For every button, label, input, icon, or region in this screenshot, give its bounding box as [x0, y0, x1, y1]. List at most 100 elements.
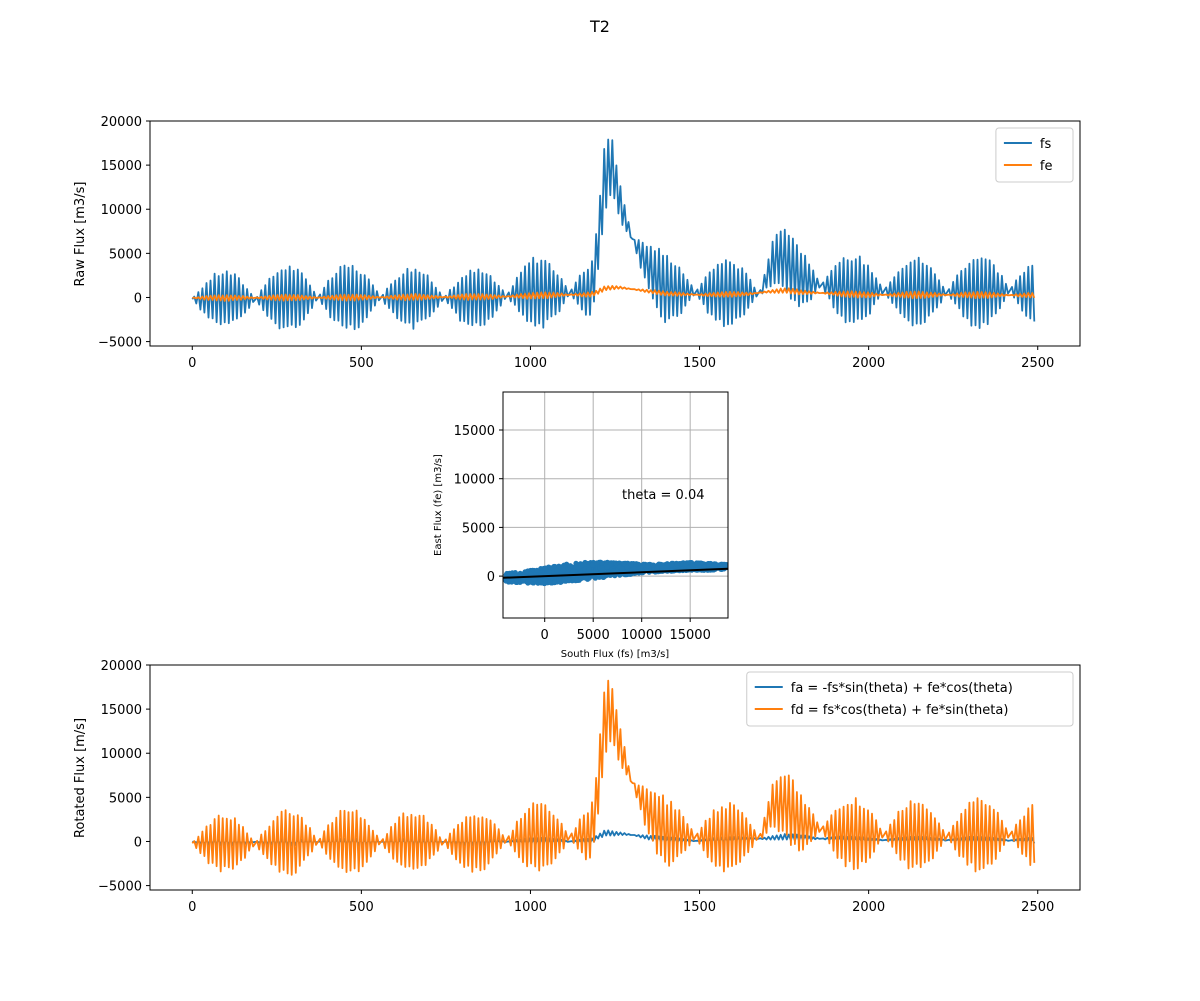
scatter-xtick-label: 5000 — [577, 628, 610, 643]
rotated-flux-xtick-label: 1000 — [514, 900, 547, 915]
raw-flux-legend-label-1: fe — [1040, 159, 1053, 174]
scatter-point — [560, 567, 567, 574]
rotated-flux-ytick-label: 0 — [134, 835, 142, 850]
scatter-point — [586, 567, 592, 573]
raw-flux-ytick-label: 0 — [134, 291, 142, 306]
rotated-flux-legend-label-1: fd = fs*cos(theta) + fe*sin(theta) — [791, 703, 1009, 718]
scatter-point — [599, 560, 605, 566]
rotated-flux-series-layer — [191, 679, 1036, 876]
rotated-flux-legend: fa = -fs*sin(theta) + fe*cos(theta) fd = … — [746, 671, 1074, 727]
scatter-point — [659, 565, 665, 571]
scatter-ytick-label: 5000 — [462, 521, 495, 536]
scatter-point — [570, 568, 577, 574]
scatter-point — [619, 566, 625, 572]
scatter-point — [589, 562, 596, 568]
rotated-flux-series-1 — [191, 679, 1036, 876]
scatter-xlabel: South Flux (fs) [m3/s] — [561, 649, 670, 660]
scatter-point — [575, 564, 582, 571]
scatter-xtick-label: 15000 — [669, 628, 710, 643]
scatter-point — [610, 568, 617, 574]
rotated-flux-legend-box — [746, 671, 1074, 727]
raw-flux-xtick-label: 1500 — [683, 356, 716, 371]
raw-flux-legend-label-0: fs — [1040, 137, 1052, 152]
scatter-xtick-label: 0 — [541, 628, 549, 643]
scatter-point — [594, 560, 600, 566]
raw-flux-xtick-label: 500 — [349, 356, 374, 371]
scatter-point — [706, 561, 712, 567]
scatter-point — [517, 570, 523, 576]
scatter-point — [531, 576, 537, 582]
scatter-point — [507, 570, 513, 576]
rotated-flux-ytick-label: 10000 — [101, 747, 142, 762]
raw-flux-xtick-label: 2500 — [1021, 356, 1054, 371]
scatter-point — [628, 562, 634, 568]
rotated-flux-legend-label-0: fa = -fs*sin(theta) + fe*cos(theta) — [791, 681, 1013, 696]
scatter-point — [542, 565, 548, 571]
raw-flux-axes-frame — [149, 120, 1081, 347]
scatter-point — [574, 577, 580, 583]
scatter-panel: 0 5000 10000 15000 0 5000 10000 15000 South Flu… — [433, 391, 729, 660]
rotated-flux-ylabel: Rotated Flux [m/s] — [73, 718, 88, 838]
scatter-point — [624, 564, 630, 570]
scatter-point — [554, 568, 560, 574]
raw-flux-ylabel: Raw Flux [m3/s] — [73, 182, 88, 287]
scatter-point — [689, 563, 696, 569]
scatter-point — [683, 561, 689, 567]
scatter-point — [717, 563, 724, 569]
rotated-flux-ytick-label: −5000 — [98, 880, 142, 895]
scatter-point — [723, 563, 728, 569]
rotated-flux-panel: 0 500 1000 1500 2000 2500 −5000 0 5000 10000 15000… — [73, 659, 1081, 915]
scatter-point — [644, 563, 651, 569]
scatter-point — [534, 567, 540, 573]
scatter-axes-frame — [502, 391, 729, 619]
scatter-grid — [503, 392, 728, 618]
rotated-flux-xtick-label: 0 — [188, 900, 196, 915]
raw-flux-panel: 0 500 1000 1500 2000 2500 −5000 0 5000 10000 15000… — [73, 115, 1081, 371]
scatter-point — [669, 562, 675, 568]
scatter-point — [547, 579, 553, 585]
scatter-point — [674, 561, 680, 567]
raw-flux-ytick-label: 20000 — [101, 115, 142, 130]
raw-flux-ytick-label: 10000 — [101, 203, 142, 218]
scatter-point — [621, 560, 627, 567]
scatter-point — [513, 577, 520, 583]
scatter-point — [697, 564, 703, 570]
scatter-point — [654, 565, 660, 571]
rotated-flux-ytick-label: 20000 — [101, 659, 142, 674]
scatter-point — [694, 560, 701, 567]
scatter-series-layer — [503, 559, 728, 587]
scatter-point — [523, 569, 530, 575]
scatter-ylabel: East Flux (fe) [m3/s] — [433, 454, 444, 556]
scatter-xtick-label: 10000 — [621, 628, 662, 643]
raw-flux-legend: fs fe — [995, 127, 1074, 183]
raw-flux-series-layer — [191, 138, 1036, 331]
raw-flux-ticks: 0 500 1000 1500 2000 2500 −5000 0 5000 10000 15000… — [98, 115, 1054, 371]
scatter-point — [520, 576, 526, 583]
scatter-fit-line — [503, 567, 728, 579]
scatter-point — [528, 571, 534, 577]
raw-flux-series-1 — [192, 284, 1036, 302]
scatter-ticks: 0 5000 10000 15000 0 5000 10000 15000 — [454, 424, 711, 643]
scatter-ytick-label: 0 — [487, 570, 495, 585]
rotated-flux-axes-frame — [149, 664, 1081, 891]
scatter-point — [604, 564, 610, 570]
raw-flux-legend-box — [995, 127, 1074, 183]
figure-suptitle: T2 — [589, 17, 610, 36]
rotated-flux-xtick-label: 2000 — [852, 900, 885, 915]
scatter-point — [551, 579, 558, 586]
raw-flux-xtick-label: 1000 — [514, 356, 547, 371]
raw-flux-ytick-label: 15000 — [101, 159, 142, 174]
rotated-flux-xtick-label: 2500 — [1021, 900, 1054, 915]
rotated-flux-xtick-label: 500 — [349, 900, 374, 915]
scatter-point — [546, 569, 553, 575]
scatter-ytick-label: 15000 — [454, 424, 495, 439]
raw-flux-series-0 — [191, 138, 1036, 331]
rotated-flux-ticks: 0 500 1000 1500 2000 2500 −5000 0 5000 10000 15000… — [98, 659, 1054, 915]
scatter-ytick-label: 10000 — [454, 473, 495, 488]
raw-flux-xtick-label: 2000 — [852, 356, 885, 371]
scatter-point — [537, 577, 544, 584]
scatter-point — [567, 563, 573, 569]
rotated-flux-ytick-label: 5000 — [109, 791, 142, 806]
scatter-point — [599, 567, 606, 574]
